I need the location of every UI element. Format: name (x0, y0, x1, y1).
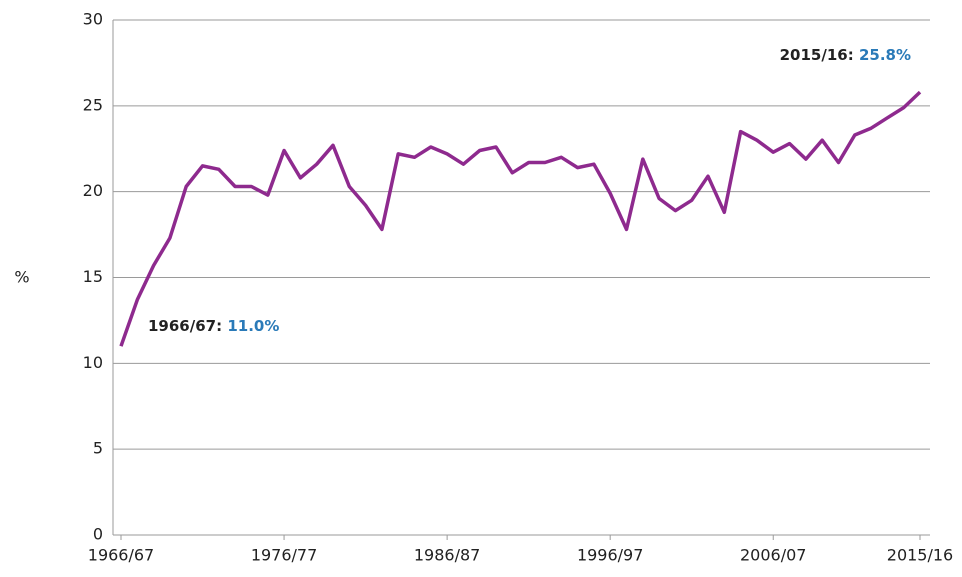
y-tick-label: 10 (83, 353, 103, 372)
y-tick-label: 20 (83, 181, 103, 200)
x-tick-label: 2015/16 (887, 546, 953, 565)
y-tick-label: 15 (83, 267, 103, 286)
y-tick-label: 0 (93, 525, 103, 544)
x-tick-label: 1976/77 (251, 546, 317, 565)
y-tick-label: 5 (93, 439, 103, 458)
annotation: 1966/67: 11.0% (148, 317, 279, 335)
x-tick-label: 2006/07 (740, 546, 806, 565)
x-tick-label: 1996/97 (577, 546, 643, 565)
annotation-label: 1966/67: (148, 317, 222, 335)
annotation-value: 25.8% (859, 46, 911, 64)
data-line (119, 90, 922, 347)
y-tick-label: 30 (83, 10, 103, 29)
y-axis-label: % (14, 268, 29, 287)
y-tick-label: 25 (83, 95, 103, 114)
annotation-value: 11.0% (227, 317, 279, 335)
x-tick-label: 1986/87 (414, 546, 480, 565)
x-tick-label: 1966/67 (88, 546, 154, 565)
annotation: 2015/16: 25.8% (780, 46, 911, 64)
annotation-label: 2015/16: (780, 46, 854, 64)
